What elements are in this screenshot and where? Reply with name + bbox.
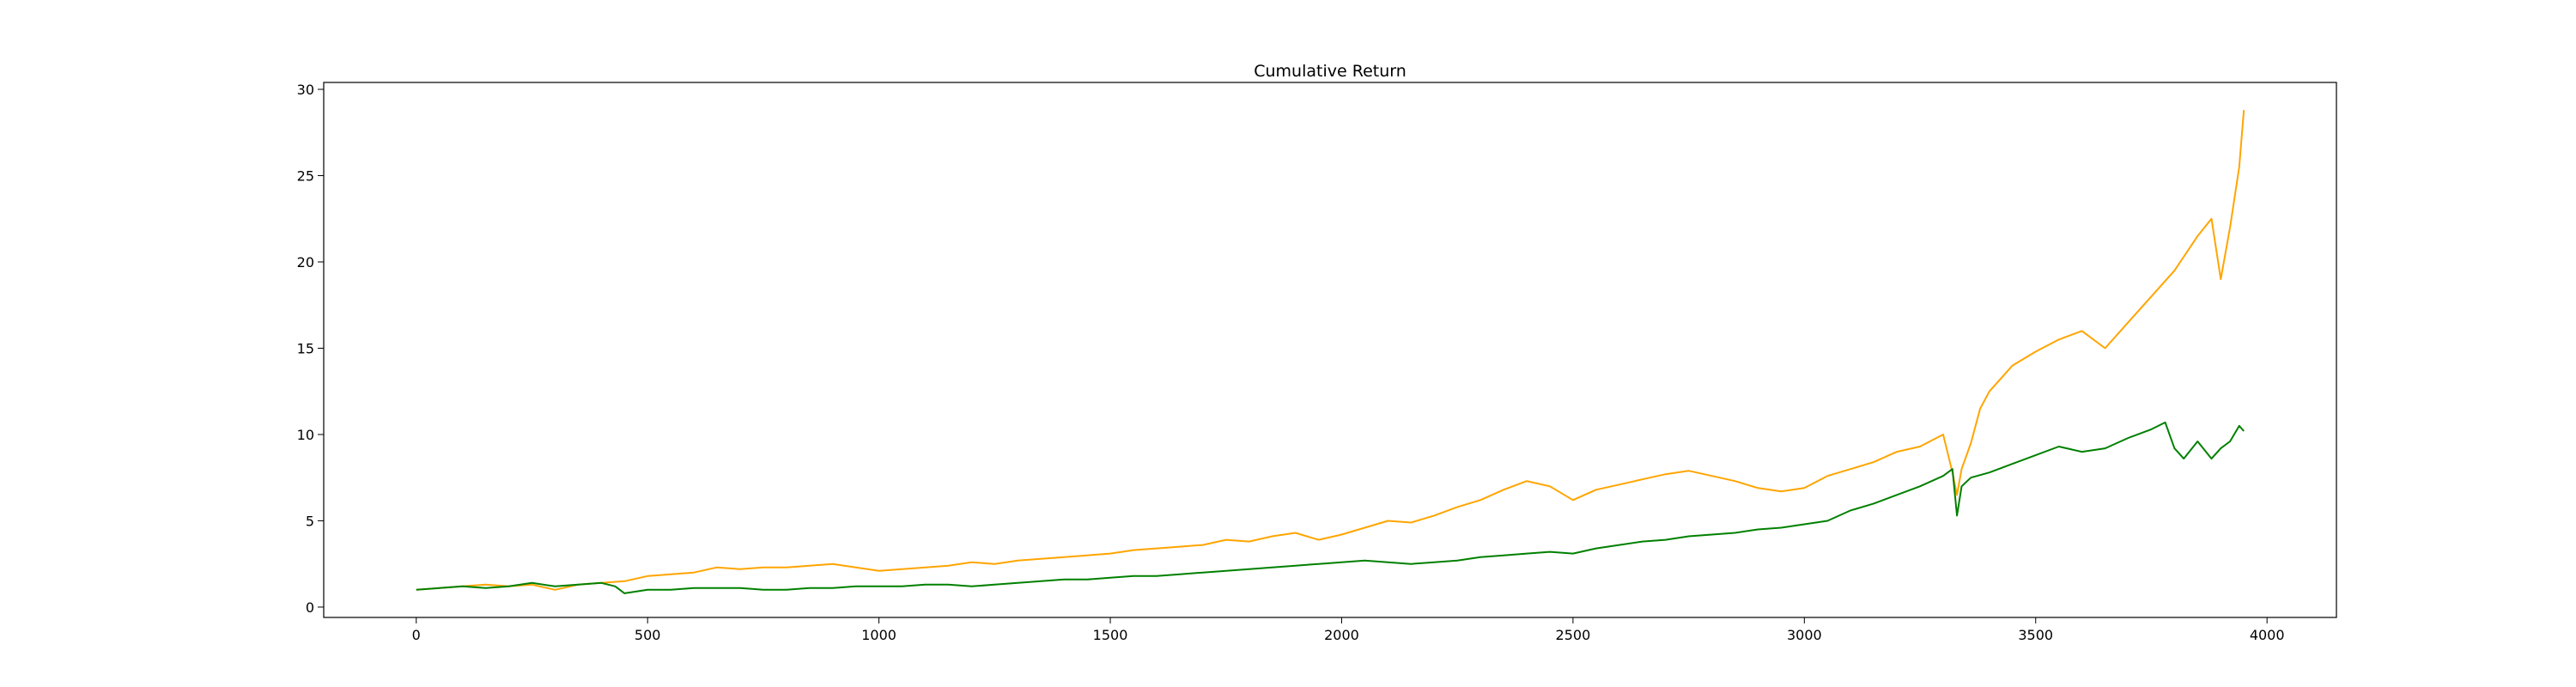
x-tick-label: 2500	[1556, 627, 1591, 643]
x-tick-label: 3000	[1787, 627, 1822, 643]
plot-frame	[323, 82, 2337, 618]
series-line-2	[416, 421, 2245, 594]
x-axis: 0 500 1000 1500 2000 2500 3000 3500 4000	[412, 617, 2285, 643]
y-tick-label: 30	[297, 82, 314, 98]
chart-title: Cumulative Return	[1254, 62, 1406, 81]
x-tick-label: 1500	[1093, 627, 1128, 643]
x-tick-label: 1000	[861, 627, 896, 643]
y-tick-label: 15	[297, 340, 314, 356]
y-tick-label: 5	[306, 513, 314, 529]
y-axis: 0 5 10 15 20 25 30	[297, 82, 324, 616]
y-tick-label: 25	[297, 168, 314, 185]
x-tick-label: 0	[412, 627, 421, 643]
y-tick-label: 10	[297, 427, 314, 443]
x-tick-label: 3500	[2018, 627, 2053, 643]
y-tick-label: 0	[306, 599, 314, 616]
x-tick-label: 2000	[1324, 627, 1359, 643]
x-tick-label: 500	[635, 627, 661, 643]
x-tick-label: 4000	[2250, 627, 2285, 643]
series-line-1	[416, 110, 2245, 591]
y-tick-label: 20	[297, 254, 314, 271]
series-layer	[416, 110, 2245, 594]
